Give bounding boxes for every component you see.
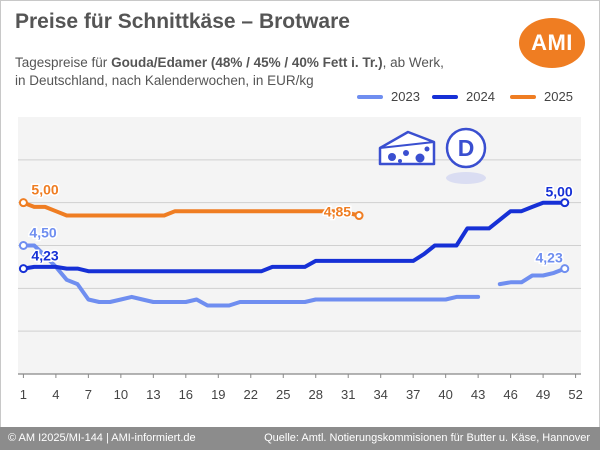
cheese-icon (378, 130, 436, 166)
subtitle-product: Gouda/Edamer (48% / 45% / 40% Fett i. Tr… (111, 55, 383, 70)
x-tick-label: 13 (146, 387, 160, 402)
germany-d-icon: D (445, 127, 487, 184)
ami-logo: AMI (519, 18, 585, 68)
series-line-2023 (21, 243, 481, 308)
legend-label-2024: 2024 (466, 89, 495, 104)
series-line-2023 (497, 266, 567, 287)
series-lines (18, 198, 570, 308)
chart-area: 1 4 7 10 13 16 19 22 25 28 31 34 37 40 43 46 49 52 4,504,… (18, 117, 583, 402)
x-tick-label: 4 (52, 387, 59, 402)
subtitle-prefix: Tagespreise für (15, 55, 112, 70)
x-tick-labels: 1 4 7 10 13 16 19 22 25 28 31 34 37 40 43 46 49 52 (20, 374, 583, 402)
germany-d-letter: D (458, 135, 475, 161)
x-tick-label: 1 (20, 387, 27, 402)
x-tick-label: 37 (406, 387, 420, 402)
data-label-2025-start: 5,00 (31, 182, 58, 198)
x-tick-label: 43 (471, 387, 485, 402)
footer-bar: © AM I2025/MI-144 | AMI-informiert.de Qu… (0, 427, 600, 450)
x-tick-label: 46 (503, 387, 517, 402)
start-marker-2024 (18, 264, 28, 274)
legend-label-2025: 2025 (544, 89, 573, 104)
x-tick-label: 7 (85, 387, 92, 402)
x-tick-label: 25 (276, 387, 290, 402)
ami-logo-text: AMI (531, 30, 573, 55)
end-marker-2025 (354, 211, 364, 221)
x-tick-label: 28 (309, 387, 323, 402)
legend-item-2025: 2025 (510, 89, 573, 104)
data-label-2024-start: 4,23 (31, 248, 58, 264)
x-tick-label: 22 (244, 387, 258, 402)
start-marker-2023 (18, 241, 28, 250)
series-line-2024 (21, 200, 567, 274)
chart-title: Preise für Schnittkäse – Brotware (15, 10, 350, 33)
series-line-2025 (21, 200, 361, 218)
data-label-2023-end: 4,23 (536, 250, 563, 266)
subtitle-suffix: , ab Werk, (382, 55, 444, 70)
data-label-2024-end: 5,00 (545, 184, 572, 200)
data-labels: 4,50 4,23 4,23 5,00 5,00 4,85 (28, 180, 575, 267)
footer-copyright: © AM I2025/MI-144 | AMI-informiert.de (8, 432, 196, 444)
data-label-2025-end: 4,85 (324, 204, 351, 220)
legend-item-2023: 2023 (357, 89, 420, 104)
end-marker-2024 (560, 198, 570, 208)
legend-swatch-2025 (510, 94, 536, 99)
x-tick-label: 19 (211, 387, 225, 402)
footer-source: Quelle: Amtl. Notierungskommisionen für … (264, 432, 590, 444)
x-tick-label: 40 (438, 387, 452, 402)
start-marker-2025 (18, 198, 28, 208)
legend-label-2023: 2023 (391, 89, 420, 104)
legend-swatch-2023 (357, 94, 383, 99)
gridlines (18, 159, 581, 375)
x-tick-label: 16 (179, 387, 193, 402)
legend-swatch-2024 (432, 94, 458, 99)
subtitle-line2: in Deutschland, nach Kalenderwochen, in … (15, 73, 314, 88)
end-marker-2023 (560, 264, 570, 274)
x-tick-label: 34 (373, 387, 387, 402)
legend-item-2024: 2024 (432, 89, 495, 104)
x-tick-label: 31 (341, 387, 355, 402)
x-tick-label: 52 (568, 387, 582, 402)
data-label-2023-start: 4,50 (29, 225, 56, 241)
x-tick-label: 49 (536, 387, 550, 402)
chart-subtitle: Tagespreise für Gouda/Edamer (48% / 45% … (15, 54, 485, 90)
x-tick-label: 10 (114, 387, 128, 402)
